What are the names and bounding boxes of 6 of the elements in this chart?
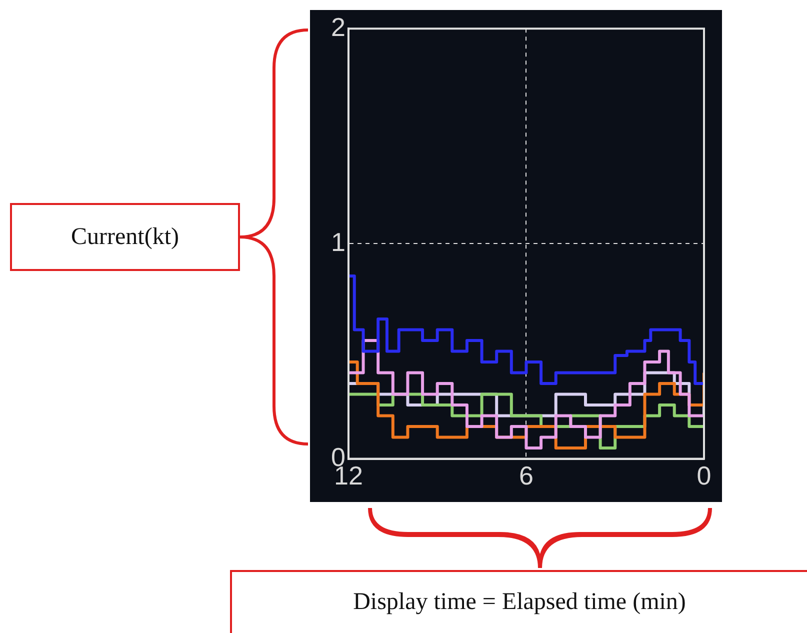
x-tick-label: 0: [696, 460, 712, 491]
text: Display time = Elapsed time (min): [230, 570, 807, 633]
text: Current(kt): [10, 203, 240, 271]
y-tick-label: 1: [330, 226, 346, 257]
x-tick-label: 6: [518, 460, 534, 491]
y-tick-label: 2: [330, 12, 346, 42]
